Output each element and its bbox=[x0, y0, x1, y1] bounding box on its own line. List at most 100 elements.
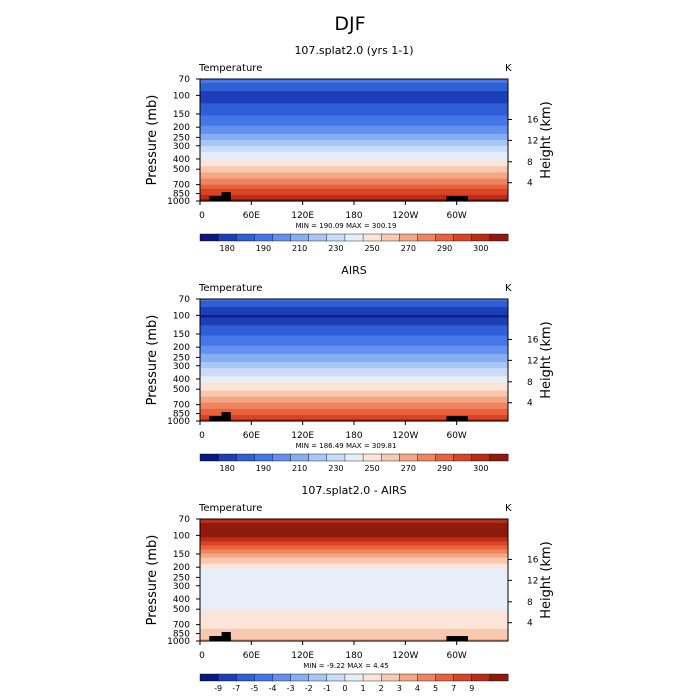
colorbar-swatch bbox=[417, 453, 437, 462]
colorbar-swatch bbox=[489, 233, 509, 242]
panel-1: 107.splat2.0 (yrs 1-1) Temperature K 70 100 1… bbox=[145, 44, 554, 253]
panel-title: AIRS bbox=[341, 264, 366, 277]
contour-band bbox=[200, 584, 508, 587]
pressure-tick: 70 bbox=[179, 75, 191, 85]
contour-band bbox=[200, 133, 508, 137]
contour-band bbox=[200, 384, 508, 388]
colorbar-label: -3 bbox=[287, 684, 295, 693]
contour-band bbox=[200, 600, 508, 603]
colorbar-label: 250 bbox=[364, 244, 379, 253]
contour-band bbox=[200, 105, 508, 109]
pressure-tick: 250 bbox=[173, 573, 190, 583]
pressure-tick: 100 bbox=[173, 91, 190, 101]
colorbar-swatch bbox=[254, 673, 273, 682]
contour-band bbox=[200, 604, 508, 608]
panel-title: 107.splat2.0 (yrs 1-1) bbox=[294, 44, 413, 57]
contour-band bbox=[200, 172, 508, 176]
contour-band bbox=[200, 184, 508, 188]
contour-band bbox=[200, 523, 508, 526]
contour-band bbox=[200, 634, 508, 638]
colorbar-swatch bbox=[308, 673, 328, 682]
colorbar-swatch bbox=[254, 233, 273, 242]
contour-field bbox=[200, 299, 508, 422]
min-max-stats: MIN = 186.49 MAX = 309.81 bbox=[296, 442, 397, 450]
contour-band bbox=[200, 327, 508, 331]
colorbar-swatch bbox=[308, 233, 328, 242]
height-tick: 4 bbox=[527, 179, 533, 189]
contour-band bbox=[200, 146, 508, 149]
topography-mask bbox=[446, 636, 468, 641]
contour-band bbox=[200, 87, 508, 90]
contour-band bbox=[200, 135, 508, 139]
contour-band bbox=[200, 345, 508, 349]
contour-band bbox=[200, 378, 508, 381]
colorbar-swatch bbox=[399, 233, 418, 242]
pressure-tick: 300 bbox=[173, 142, 190, 152]
pressure-tick: 400 bbox=[173, 155, 190, 165]
contour-band bbox=[200, 323, 508, 327]
topography-mask bbox=[221, 412, 231, 421]
contour-band bbox=[200, 612, 508, 616]
contour-band bbox=[200, 349, 508, 353]
height-tick: 8 bbox=[527, 598, 533, 608]
colorbar-label: 250 bbox=[364, 464, 379, 473]
contour-band bbox=[200, 162, 508, 165]
colorbar-swatch bbox=[326, 453, 346, 462]
contour-band bbox=[200, 636, 508, 640]
contour-band bbox=[200, 628, 508, 632]
contour-band bbox=[200, 357, 508, 361]
contour-band bbox=[200, 79, 508, 82]
contour-band bbox=[200, 537, 508, 540]
contour-band bbox=[200, 414, 508, 418]
contour-band bbox=[200, 418, 508, 422]
contour-band bbox=[200, 113, 508, 117]
contour-band bbox=[200, 577, 508, 581]
colorbar-swatch bbox=[217, 673, 237, 682]
contour-band bbox=[200, 364, 508, 367]
contour-band bbox=[200, 592, 508, 595]
colorbar-swatch bbox=[380, 673, 400, 682]
contour-band bbox=[200, 166, 508, 170]
contour-band bbox=[200, 569, 508, 573]
y-axis-label: Pressure (mb) bbox=[145, 535, 160, 626]
colorbar: -9 -7 -5 -4 -3 -2 -1 0 1 2 3 4 5 7 9 bbox=[199, 673, 509, 693]
colorbar-label: 210 bbox=[292, 464, 307, 473]
pressure-tick: 100 bbox=[173, 531, 190, 541]
contour-band bbox=[200, 111, 508, 115]
contour-band bbox=[200, 582, 508, 585]
contour-band bbox=[200, 174, 508, 178]
colorbar-label: 180 bbox=[220, 244, 235, 253]
y-axis-label-right: Height (km) bbox=[539, 541, 554, 618]
contour-band bbox=[200, 117, 508, 121]
contour-band bbox=[200, 137, 508, 141]
min-max-stats: MIN = -9.22 MAX = 4.45 bbox=[303, 662, 389, 670]
contour-band bbox=[200, 519, 508, 522]
colorbar-swatch bbox=[326, 673, 346, 682]
contour-band bbox=[200, 317, 508, 320]
contour-band bbox=[200, 362, 508, 365]
height-tick: 12 bbox=[527, 576, 538, 586]
pressure-tick: 850 bbox=[173, 190, 190, 200]
topography-mask bbox=[209, 636, 231, 641]
pressure-tick: 400 bbox=[173, 595, 190, 605]
contour-band bbox=[200, 400, 508, 404]
pressure-tick: 850 bbox=[173, 630, 190, 640]
contour-band bbox=[200, 590, 508, 593]
unit-label: K bbox=[505, 63, 512, 74]
colorbar-swatch bbox=[308, 453, 328, 462]
height-tick: 16 bbox=[527, 115, 539, 125]
y-axis-label-right: Height (km) bbox=[539, 101, 554, 178]
colorbar-swatch bbox=[399, 673, 418, 682]
contour-band bbox=[200, 580, 508, 583]
contour-band bbox=[200, 131, 508, 135]
longitude-tick: 180 bbox=[345, 431, 362, 441]
colorbar-label: 2 bbox=[379, 684, 384, 693]
contour-band bbox=[200, 333, 508, 337]
colorbar-label: 4 bbox=[415, 684, 420, 693]
contour-band bbox=[200, 142, 508, 145]
contour-band bbox=[200, 525, 508, 528]
contour-band bbox=[200, 190, 508, 194]
longitude-tick: 60W bbox=[446, 211, 466, 221]
contour-band bbox=[200, 573, 508, 577]
figure-title: DJF bbox=[334, 13, 365, 35]
